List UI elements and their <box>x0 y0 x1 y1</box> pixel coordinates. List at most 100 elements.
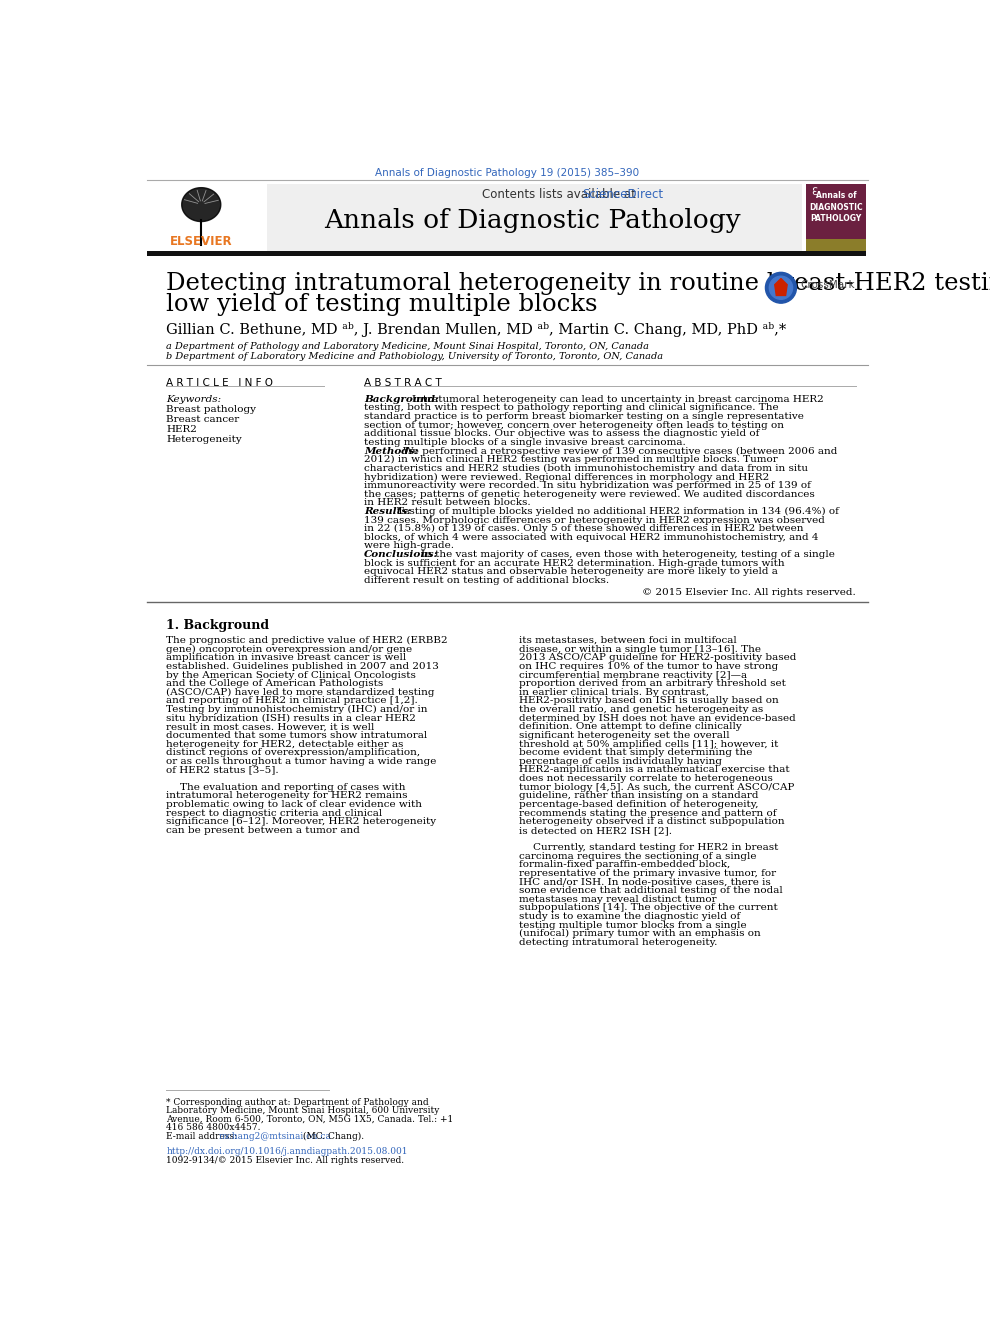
Text: ScienceDirect: ScienceDirect <box>582 187 663 201</box>
Text: Laboratory Medicine, Mount Sinai Hospital, 600 University: Laboratory Medicine, Mount Sinai Hospita… <box>166 1106 440 1115</box>
Text: amplification in invasive breast cancer is well: amplification in invasive breast cancer … <box>166 653 407 663</box>
Text: threshold at 50% amplified cells [11]; however, it: threshold at 50% amplified cells [11]; h… <box>519 739 778 748</box>
Text: testing multiple tumor blocks from a single: testing multiple tumor blocks from a sin… <box>519 921 746 929</box>
Text: testing, both with respect to pathology reporting and clinical significance. The: testing, both with respect to pathology … <box>364 404 778 412</box>
Text: * Corresponding author at: Department of Pathology and: * Corresponding author at: Department of… <box>166 1098 429 1106</box>
Text: by the American Society of Clinical Oncologists: by the American Society of Clinical Onco… <box>166 671 416 680</box>
Text: immunoreactivity were recorded. In situ hybridization was performed in 25 of 139: immunoreactivity were recorded. In situ … <box>364 480 811 490</box>
Text: different result on testing of additional blocks.: different result on testing of additiona… <box>364 576 609 585</box>
Text: or as cells throughout a tumor having a wide range: or as cells throughout a tumor having a … <box>166 756 437 766</box>
Text: metastases may reveal distinct tumor: metastases may reveal distinct tumor <box>519 895 717 904</box>
Text: Background:: Background: <box>364 395 439 404</box>
Text: tumor biology [4,5]. As such, the current ASCO/CAP: tumor biology [4,5]. As such, the curren… <box>519 783 794 792</box>
Text: result in most cases. However, it is well: result in most cases. However, it is wel… <box>166 722 375 731</box>
Text: its metastases, between foci in multifocal: its metastases, between foci in multifoc… <box>519 636 737 645</box>
Text: situ hybridization (ISH) results in a clear HER2: situ hybridization (ISH) results in a cl… <box>166 714 416 723</box>
Text: HER2-amplification is a mathematical exercise that: HER2-amplification is a mathematical exe… <box>519 766 790 775</box>
Text: Heterogeneity: Heterogeneity <box>166 434 243 444</box>
Text: The evaluation and reporting of cases with: The evaluation and reporting of cases wi… <box>180 783 406 792</box>
Text: In the vast majority of cases, even those with heterogeneity, testing of a singl: In the vast majority of cases, even thos… <box>421 550 835 560</box>
Text: were high-grade.: were high-grade. <box>364 541 454 550</box>
Text: percentage of cells individually having: percentage of cells individually having <box>519 756 722 766</box>
Text: percentage-based definition of heterogeneity,: percentage-based definition of heterogen… <box>519 800 758 809</box>
FancyBboxPatch shape <box>806 239 866 251</box>
Text: formalin-fixed paraffin-embedded block,: formalin-fixed paraffin-embedded block, <box>519 861 731 870</box>
FancyBboxPatch shape <box>147 183 267 251</box>
Text: circumferential membrane reactivity [2]—a: circumferential membrane reactivity [2]—… <box>519 671 747 680</box>
Text: Intratumoral heterogeneity can lead to uncertainty in breast carcinoma HER2: Intratumoral heterogeneity can lead to u… <box>412 395 824 404</box>
Text: © 2015 Elsevier Inc. All rights reserved.: © 2015 Elsevier Inc. All rights reserved… <box>643 589 856 598</box>
Text: definition. One attempt to define clinically: definition. One attempt to define clinic… <box>519 722 742 731</box>
Circle shape <box>769 276 793 300</box>
Text: A R T I C L E   I N F O: A R T I C L E I N F O <box>166 378 273 388</box>
FancyBboxPatch shape <box>147 251 866 256</box>
Text: become evident that simply determining the: become evident that simply determining t… <box>519 748 752 758</box>
Text: IHC and/or ISH. In node-positive cases, there is: IHC and/or ISH. In node-positive cases, … <box>519 878 771 887</box>
Text: 2013 ASCO/CAP guideline for HER2-positivity based: 2013 ASCO/CAP guideline for HER2-positiv… <box>519 653 796 663</box>
Text: significant heterogeneity set the overall: significant heterogeneity set the overal… <box>519 731 730 741</box>
Text: Keywords:: Keywords: <box>166 395 222 404</box>
Text: Gillian C. Bethune, MD ᵃᵇ, J. Brendan Mullen, MD ᵃᵇ, Martin C. Chang, MD, PhD ᵃᵇ: Gillian C. Bethune, MD ᵃᵇ, J. Brendan Mu… <box>166 322 787 337</box>
Text: respect to diagnostic criteria and clinical: respect to diagnostic criteria and clini… <box>166 809 382 817</box>
Text: Avenue, Room 6-500, Toronto, ON, M5G 1X5, Canada. Tel.: +1: Avenue, Room 6-500, Toronto, ON, M5G 1X5… <box>166 1114 453 1123</box>
Text: 2012) in which clinical HER2 testing was performed in multiple blocks. Tumor: 2012) in which clinical HER2 testing was… <box>364 455 778 465</box>
FancyBboxPatch shape <box>806 183 866 251</box>
Text: ELSEVIER: ELSEVIER <box>170 235 233 248</box>
Polygon shape <box>182 187 221 222</box>
Text: Annals of Diagnostic Pathology: Annals of Diagnostic Pathology <box>324 209 741 234</box>
Text: section of tumor; however, concern over heterogeneity often leads to testing on: section of tumor; however, concern over … <box>364 421 784 430</box>
Text: mchang2@mtsinai.on.ca: mchang2@mtsinai.on.ca <box>219 1131 332 1140</box>
Text: hybridization) were reviewed. Regional differences in morphology and HER2: hybridization) were reviewed. Regional d… <box>364 473 769 482</box>
Text: does not necessarily correlate to heterogeneous: does not necessarily correlate to hetero… <box>519 774 773 783</box>
Text: intratumoral heterogeneity for HER2 remains: intratumoral heterogeneity for HER2 rema… <box>166 792 408 800</box>
Text: significance [6–12]. Moreover, HER2 heterogeneity: significance [6–12]. Moreover, HER2 hete… <box>166 817 437 826</box>
Text: 139 cases. Morphologic differences or heterogeneity in HER2 expression was obser: 139 cases. Morphologic differences or he… <box>364 516 825 524</box>
Text: in 22 (15.8%) of 139 of cases. Only 5 of these showed differences in HER2 betwee: in 22 (15.8%) of 139 of cases. Only 5 of… <box>364 524 804 533</box>
Text: problematic owing to lack of clear evidence with: problematic owing to lack of clear evide… <box>166 800 423 809</box>
Text: subpopulations [14]. The objective of the current: subpopulations [14]. The objective of th… <box>519 903 778 912</box>
Text: and the College of American Pathologists: and the College of American Pathologists <box>166 680 384 688</box>
Text: some evidence that additional testing of the nodal: some evidence that additional testing of… <box>519 886 783 895</box>
Text: gene) oncoprotein overexpression and/or gene: gene) oncoprotein overexpression and/or … <box>166 644 413 653</box>
Text: of HER2 status [3–5].: of HER2 status [3–5]. <box>166 766 279 775</box>
Text: established. Guidelines published in 2007 and 2013: established. Guidelines published in 200… <box>166 663 440 671</box>
Text: Annals of Diagnostic Pathology 19 (2015) 385–390: Annals of Diagnostic Pathology 19 (2015)… <box>375 168 640 178</box>
Text: heterogeneity for HER2, detectable either as: heterogeneity for HER2, detectable eithe… <box>166 739 404 748</box>
Text: (unifocal) primary tumor with an emphasis on: (unifocal) primary tumor with an emphasi… <box>519 929 760 939</box>
Text: distinct regions of overexpression/amplification,: distinct regions of overexpression/ampli… <box>166 748 421 758</box>
Text: study is to examine the diagnostic yield of: study is to examine the diagnostic yield… <box>519 912 741 921</box>
Text: Annals of
DIAGNOSTIC
PATHOLOGY: Annals of DIAGNOSTIC PATHOLOGY <box>809 191 863 223</box>
Text: blocks, of which 4 were associated with equivocal HER2 immunohistochemistry, and: blocks, of which 4 were associated with … <box>364 533 819 541</box>
Text: in HER2 result between blocks.: in HER2 result between blocks. <box>364 498 531 507</box>
Text: CrossMark: CrossMark <box>800 280 855 289</box>
Text: HER2-positivity based on ISH is usually based on: HER2-positivity based on ISH is usually … <box>519 697 779 705</box>
Text: Results:: Results: <box>364 507 411 516</box>
Text: disease, or within a single tumor [13–16]. The: disease, or within a single tumor [13–16… <box>519 644 761 653</box>
Text: Methods:: Methods: <box>364 446 418 455</box>
Text: representative of the primary invasive tumor, for: representative of the primary invasive t… <box>519 869 776 878</box>
Text: A B S T R A C T: A B S T R A C T <box>364 378 442 388</box>
Text: Currently, standard testing for HER2 in breast: Currently, standard testing for HER2 in … <box>533 843 778 853</box>
Text: Testing by immunohistochemistry (IHC) and/or in: Testing by immunohistochemistry (IHC) an… <box>166 705 428 714</box>
Text: Breast cancer: Breast cancer <box>166 414 240 424</box>
Text: low yield of testing multiple blocks: low yield of testing multiple blocks <box>166 293 598 317</box>
Text: is detected on HER2 ISH [2].: is detected on HER2 ISH [2]. <box>519 826 672 834</box>
Text: and reporting of HER2 in clinical practice [1,2].: and reporting of HER2 in clinical practi… <box>166 697 418 705</box>
Text: E-mail address:: E-mail address: <box>166 1131 241 1140</box>
Text: guideline, rather than insisting on a standard: guideline, rather than insisting on a st… <box>519 792 758 800</box>
Text: Testing of multiple blocks yielded no additional HER2 information in 134 (96.4%): Testing of multiple blocks yielded no ad… <box>397 507 840 516</box>
Text: HER2: HER2 <box>166 425 197 434</box>
Text: in earlier clinical trials. By contrast,: in earlier clinical trials. By contrast, <box>519 688 709 697</box>
Text: (MC. Chang).: (MC. Chang). <box>300 1131 364 1140</box>
Text: the cases; patterns of genetic heterogeneity were reviewed. We audited discordan: the cases; patterns of genetic heterogen… <box>364 490 815 499</box>
Text: a Department of Pathology and Laboratory Medicine, Mount Sinai Hospital, Toronto: a Department of Pathology and Laboratory… <box>166 342 649 351</box>
Text: Breast pathology: Breast pathology <box>166 405 256 413</box>
Text: (ASCO/CAP) have led to more standardized testing: (ASCO/CAP) have led to more standardized… <box>166 688 435 697</box>
Text: Detecting intratumoral heterogeneity in routine breast-HER2 testing:: Detecting intratumoral heterogeneity in … <box>166 272 990 296</box>
Text: recommends stating the presence and pattern of: recommends stating the presence and patt… <box>519 809 776 817</box>
Text: 1. Background: 1. Background <box>166 619 269 632</box>
Text: additional tissue blocks. Our objective was to assess the diagnostic yield of: additional tissue blocks. Our objective … <box>364 429 759 438</box>
Text: 1092-9134/© 2015 Elsevier Inc. All rights reserved.: 1092-9134/© 2015 Elsevier Inc. All right… <box>166 1156 405 1166</box>
Text: documented that some tumors show intratumoral: documented that some tumors show intratu… <box>166 731 428 741</box>
Text: b Department of Laboratory Medicine and Pathobiology, University of Toronto, Tor: b Department of Laboratory Medicine and … <box>166 351 663 360</box>
